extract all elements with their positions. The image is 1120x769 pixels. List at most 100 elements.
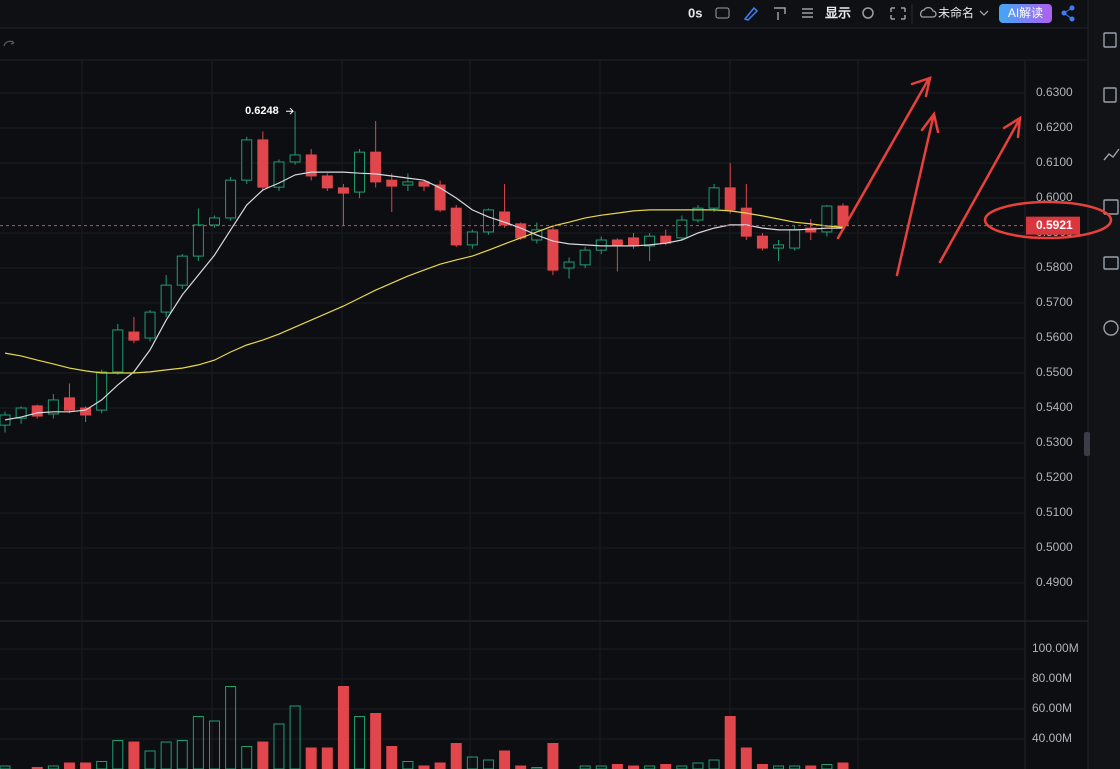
- volume-bar: [789, 765, 801, 769]
- volume-bar: [595, 765, 607, 769]
- candle-body: [789, 229, 801, 249]
- volume-bar: [660, 764, 672, 769]
- high-arrow: [286, 107, 294, 115]
- candle-body: [595, 239, 607, 251]
- candle-body: [321, 175, 333, 189]
- volume-bar: [450, 743, 462, 769]
- volume-tick-label: 100.00M: [1032, 641, 1079, 655]
- candle-body: [273, 161, 285, 188]
- candle-body: [354, 151, 366, 193]
- volume-bar: [418, 765, 430, 769]
- y-tick-label: 0.6000: [1036, 190, 1073, 204]
- volume-tick-label: 80.00M: [1032, 671, 1072, 685]
- volume-bar: [611, 764, 623, 769]
- pen-icon[interactable]: [743, 6, 759, 21]
- sidebar-icon[interactable]: [1103, 199, 1119, 215]
- candle-body: [402, 181, 414, 186]
- volume-bar: [241, 746, 253, 769]
- volume-bar: [386, 746, 398, 769]
- volume-bar: [96, 761, 108, 769]
- sidebar-icon[interactable]: [1103, 32, 1117, 48]
- candle-body: [579, 249, 591, 266]
- candle-body: [0, 414, 11, 426]
- candle-body: [418, 181, 430, 187]
- sidebar-icon[interactable]: [1103, 148, 1120, 161]
- candle-body: [112, 329, 124, 373]
- crop-icon[interactable]: [774, 7, 786, 20]
- candle-body: [96, 371, 108, 411]
- volume-bar: [176, 740, 188, 769]
- volume-bar: [482, 759, 494, 769]
- volume-bar: [644, 765, 656, 769]
- candle-body: [611, 239, 623, 247]
- candle-body: [434, 184, 446, 211]
- y-tick-label: 0.5700: [1036, 295, 1073, 309]
- sidebar-icon[interactable]: [1103, 87, 1117, 103]
- candle-body: [176, 255, 188, 286]
- volume-bar: [63, 762, 75, 769]
- volume-bar: [47, 765, 59, 769]
- volume-bar: [31, 767, 43, 769]
- volume-bar: [773, 765, 785, 769]
- candle-body: [241, 139, 253, 181]
- candle-body: [644, 235, 656, 247]
- candle-body: [740, 207, 752, 237]
- resize-handle[interactable]: [1084, 432, 1090, 456]
- candle-body: [305, 154, 317, 177]
- y-tick-label: 0.5600: [1036, 330, 1073, 344]
- volume-bar: [531, 767, 543, 769]
- share-icon[interactable]: [1061, 5, 1075, 22]
- y-tick-label: 0.4900: [1036, 575, 1073, 589]
- volume-bar: [724, 716, 736, 769]
- candle-body: [547, 229, 559, 271]
- file-name[interactable]: 未命名: [938, 5, 974, 20]
- sidebar-icon[interactable]: [1103, 256, 1119, 270]
- y-tick-label: 0.6300: [1036, 85, 1073, 99]
- candle-body: [225, 179, 237, 219]
- camera-icon[interactable]: [715, 7, 730, 19]
- timer[interactable]: 0s: [688, 5, 702, 20]
- volume-bar: [354, 716, 366, 769]
- volume-bar: [837, 762, 849, 769]
- candle-body: [628, 237, 639, 247]
- candle-body: [756, 235, 768, 249]
- settings-icon[interactable]: [862, 7, 874, 19]
- candle-body: [209, 217, 220, 226]
- sidebar-icon[interactable]: [1103, 320, 1119, 336]
- candle-body: [289, 154, 301, 163]
- redo-icon[interactable]: [3, 40, 15, 47]
- volume-bar: [112, 740, 124, 769]
- ai-button-bg[interactable]: [999, 4, 1052, 23]
- volume-bar: [273, 723, 285, 769]
- y-tick-label: 0.5100: [1036, 505, 1073, 519]
- candle-body: [821, 205, 833, 233]
- candle-body: [676, 219, 688, 239]
- moving-average: [4, 171, 843, 421]
- fullscreen-icon[interactable]: [890, 7, 906, 20]
- volume-bar: [402, 761, 414, 769]
- volume-bar: [579, 765, 591, 769]
- y-tick-label: 0.6200: [1036, 120, 1073, 134]
- volume-bar: [257, 741, 269, 769]
- display-button[interactable]: 显示: [825, 5, 851, 20]
- volume-bar: [370, 713, 382, 769]
- candle-body: [80, 407, 92, 416]
- dropdown-icon[interactable]: [979, 10, 989, 16]
- y-tick-label: 0.5200: [1036, 470, 1073, 484]
- y-tick-label: 0.6100: [1036, 155, 1073, 169]
- y-tick-label: 0.5400: [1036, 400, 1073, 414]
- volume-bar: [209, 720, 220, 769]
- list-icon[interactable]: [802, 8, 813, 18]
- volume-bar: [434, 762, 446, 769]
- ai-button[interactable]: AI解读: [1008, 6, 1043, 20]
- volume-bar: [225, 686, 237, 769]
- volume-bar: [305, 747, 317, 769]
- candle-body: [482, 209, 494, 233]
- high-label: 0.6248: [245, 105, 279, 117]
- cloud-icon: [919, 6, 937, 18]
- y-tick-label: 0.5300: [1036, 435, 1073, 449]
- volume-bar: [160, 741, 172, 769]
- volume-bar: [80, 762, 92, 769]
